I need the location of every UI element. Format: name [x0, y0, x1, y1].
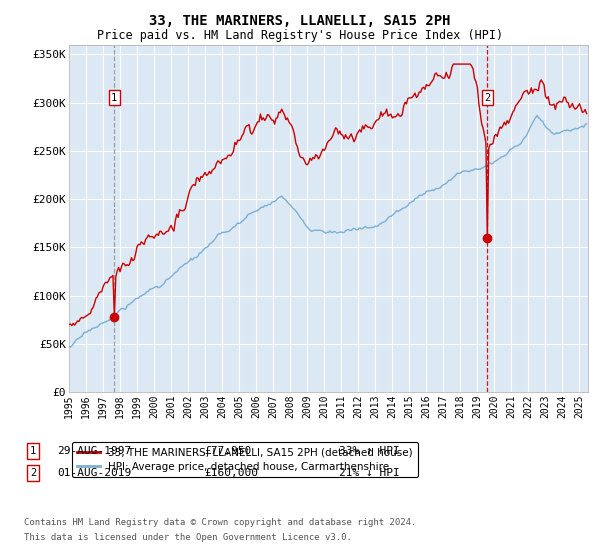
Text: 33, THE MARINERS, LLANELLI, SA15 2PH: 33, THE MARINERS, LLANELLI, SA15 2PH [149, 14, 451, 28]
Text: 01-AUG-2019: 01-AUG-2019 [57, 468, 131, 478]
Text: Price paid vs. HM Land Registry's House Price Index (HPI): Price paid vs. HM Land Registry's House … [97, 29, 503, 42]
Text: This data is licensed under the Open Government Licence v3.0.: This data is licensed under the Open Gov… [24, 533, 352, 542]
Text: £160,000: £160,000 [204, 468, 258, 478]
Text: 2: 2 [484, 93, 490, 103]
Text: £77,950: £77,950 [204, 446, 251, 456]
Text: 21% ↓ HPI: 21% ↓ HPI [339, 468, 400, 478]
Text: 2: 2 [30, 468, 36, 478]
Text: Contains HM Land Registry data © Crown copyright and database right 2024.: Contains HM Land Registry data © Crown c… [24, 518, 416, 527]
Text: 1: 1 [111, 93, 118, 103]
Text: 29-AUG-1997: 29-AUG-1997 [57, 446, 131, 456]
Text: 1: 1 [30, 446, 36, 456]
Legend: 33, THE MARINERS, LLANELLI, SA15 2PH (detached house), HPI: Average price, detac: 33, THE MARINERS, LLANELLI, SA15 2PH (de… [71, 442, 418, 477]
Text: 33% ↑ HPI: 33% ↑ HPI [339, 446, 400, 456]
